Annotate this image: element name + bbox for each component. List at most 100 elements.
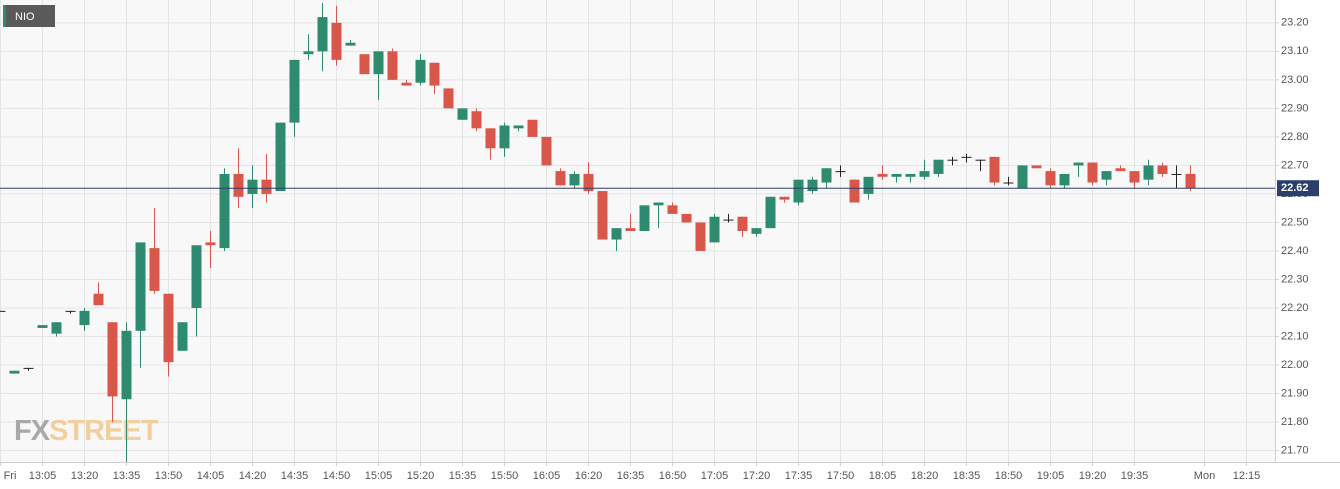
x-tick-label: 16:20 bbox=[575, 470, 603, 482]
x-tick-label: 19:05 bbox=[1037, 470, 1065, 482]
x-tick-label: 14:05 bbox=[197, 470, 225, 482]
x-tick-label: 19:20 bbox=[1079, 470, 1107, 482]
y-tick-label: 21.70 bbox=[1281, 444, 1309, 456]
candle-body bbox=[569, 173, 580, 186]
candle-body bbox=[835, 171, 846, 173]
candle-body bbox=[485, 128, 496, 149]
candle-body bbox=[1073, 162, 1084, 166]
candle-body bbox=[65, 310, 76, 312]
candle-body bbox=[51, 322, 62, 334]
candle-body bbox=[247, 179, 258, 194]
candle-body bbox=[163, 293, 174, 363]
candle-body bbox=[989, 156, 1000, 183]
y-tick-label: 22.70 bbox=[1281, 159, 1309, 171]
candle-body bbox=[303, 51, 314, 55]
candle-body bbox=[457, 108, 468, 120]
candle-body bbox=[947, 159, 958, 161]
candle-body bbox=[1017, 165, 1028, 189]
candle-body bbox=[625, 228, 636, 231]
candle-body bbox=[401, 82, 412, 86]
candle-body bbox=[807, 179, 818, 192]
candle-body bbox=[513, 125, 524, 129]
candle-body bbox=[541, 136, 552, 166]
candle-body bbox=[1059, 173, 1070, 186]
last-price-label: 22.62 bbox=[1281, 182, 1309, 194]
candle-body bbox=[849, 179, 860, 203]
candle-body bbox=[527, 119, 538, 137]
plot-background bbox=[0, 0, 1275, 462]
candle-body bbox=[0, 310, 6, 312]
candle-body bbox=[317, 17, 328, 52]
watermark-fx: FX bbox=[14, 415, 51, 447]
candle-body bbox=[359, 54, 370, 75]
watermark-street: STREET bbox=[49, 415, 159, 447]
candle-body bbox=[429, 62, 440, 86]
y-tick-label: 22.50 bbox=[1281, 216, 1309, 228]
candle-body bbox=[1087, 162, 1098, 183]
x-tick-label: 13:20 bbox=[71, 470, 99, 482]
candle-body bbox=[877, 173, 888, 177]
last-price-box bbox=[1277, 180, 1319, 197]
candle-body bbox=[779, 196, 790, 200]
y-tick-label: 22.20 bbox=[1281, 302, 1309, 314]
candle-body bbox=[1045, 171, 1056, 186]
y-tick-label: 23.20 bbox=[1281, 17, 1309, 29]
x-tick-label: 12:15 bbox=[1233, 470, 1261, 482]
candle-body bbox=[1003, 182, 1014, 184]
candle-body bbox=[933, 159, 944, 174]
y-tick-label: 22.10 bbox=[1281, 330, 1309, 342]
candle-body bbox=[653, 202, 664, 206]
candle-body bbox=[191, 245, 202, 308]
x-tick-label: 17:20 bbox=[743, 470, 771, 482]
x-tick-label: 17:35 bbox=[785, 470, 813, 482]
candle-body bbox=[177, 322, 188, 351]
candle-body bbox=[695, 222, 706, 251]
x-tick-label: 16:05 bbox=[533, 470, 561, 482]
y-tick-label: 21.80 bbox=[1281, 416, 1309, 428]
candle-body bbox=[1031, 165, 1042, 169]
candle-body bbox=[723, 219, 734, 221]
x-tick-label: 17:50 bbox=[827, 470, 855, 482]
candle-body bbox=[9, 370, 20, 374]
x-tick-label: 14:50 bbox=[323, 470, 351, 482]
candle-body bbox=[289, 59, 300, 123]
candle-body bbox=[765, 196, 776, 229]
x-tick-label: 15:50 bbox=[491, 470, 519, 482]
candle-body bbox=[681, 213, 692, 223]
x-tick-label: 14:20 bbox=[239, 470, 267, 482]
candle-body bbox=[751, 228, 762, 234]
x-tick-label: 18:05 bbox=[869, 470, 897, 482]
symbol-box bbox=[3, 5, 55, 27]
x-tick-label: 16:35 bbox=[617, 470, 645, 482]
candle-body bbox=[583, 173, 594, 192]
candle-body bbox=[37, 325, 48, 328]
candle-body bbox=[499, 125, 510, 149]
x-tick-label: 13:35 bbox=[113, 470, 141, 482]
candle-body bbox=[863, 176, 874, 194]
candle-body bbox=[93, 293, 104, 306]
y-tick-label: 23.00 bbox=[1281, 74, 1309, 86]
x-tick-label: 15:20 bbox=[407, 470, 435, 482]
candles bbox=[0, 2, 1196, 462]
x-tick-label: 18:20 bbox=[911, 470, 939, 482]
y-tick-label: 22.90 bbox=[1281, 102, 1309, 114]
candle-body bbox=[415, 59, 426, 83]
y-tick-label: 22.80 bbox=[1281, 131, 1309, 143]
y-tick-label: 22.40 bbox=[1281, 245, 1309, 257]
candle-body bbox=[79, 310, 90, 326]
candle-body bbox=[345, 42, 356, 46]
candle-body bbox=[961, 156, 972, 158]
candle-body bbox=[1129, 171, 1140, 183]
grid bbox=[0, 0, 1275, 462]
candle-body bbox=[443, 88, 454, 109]
candle-body bbox=[1157, 165, 1168, 174]
candle-body bbox=[233, 173, 244, 197]
x-tick-label: Mon bbox=[1194, 470, 1215, 482]
candle-body bbox=[737, 216, 748, 231]
candle-body bbox=[1143, 165, 1154, 180]
candle-body bbox=[793, 179, 804, 203]
candle-body bbox=[821, 168, 832, 183]
x-tick-label: 17:05 bbox=[701, 470, 729, 482]
candle-body bbox=[275, 122, 286, 192]
